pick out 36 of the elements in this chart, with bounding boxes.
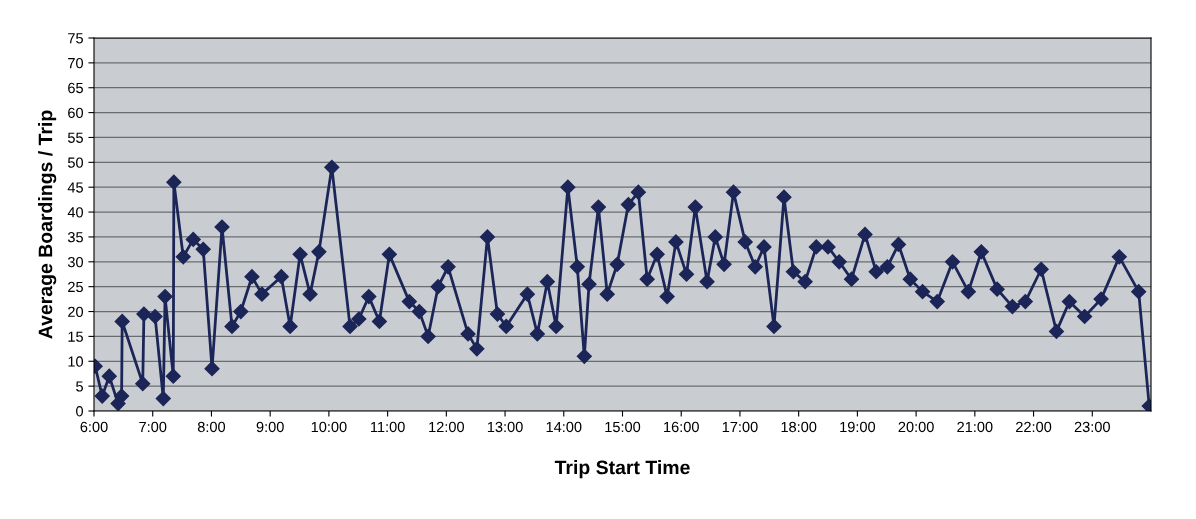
y-tick-label: 75 xyxy=(68,33,83,44)
x-tick-label: 14:00 xyxy=(546,421,582,433)
y-tick-label: 30 xyxy=(67,256,84,268)
y-tick-label: 50 xyxy=(67,157,84,168)
y-tick-label: 5 xyxy=(76,381,83,392)
y-tick-label: 25 xyxy=(68,281,83,293)
x-tick-label: 20:00 xyxy=(898,421,934,433)
y-tick-label: 20 xyxy=(68,306,84,317)
y-tick-label: 65 xyxy=(68,82,83,94)
y-tick-label: 70 xyxy=(68,57,84,69)
y-axis-title: Average Boardings / Trip xyxy=(38,110,57,339)
x-tick-label: 9:00 xyxy=(256,421,284,433)
x-tick-label: 16:00 xyxy=(664,421,699,433)
x-tick-label: 18:00 xyxy=(781,421,817,433)
x-tick-label: 7:00 xyxy=(139,421,167,433)
x-tick-label: 11:00 xyxy=(371,421,405,433)
x-tick-label: 15:00 xyxy=(605,421,641,433)
y-tick-label: 10 xyxy=(68,356,84,367)
y-tick-label: 15 xyxy=(68,331,83,342)
x-tick-label: 10:00 xyxy=(311,421,347,433)
x-axis-title: Trip Start Time xyxy=(554,460,690,479)
x-tick-label: 22:00 xyxy=(1016,421,1052,433)
y-tick-label: 45 xyxy=(67,182,83,193)
x-tick-label: 6:00 xyxy=(80,421,108,433)
y-tick-label: 0 xyxy=(76,406,84,417)
x-tick-label: 17:00 xyxy=(722,421,758,433)
y-tick-label: 60 xyxy=(68,107,84,119)
x-tick-label: 8:00 xyxy=(197,421,226,433)
y-tick-label: 40 xyxy=(67,207,84,218)
x-tick-label: 23:00 xyxy=(1074,421,1110,433)
x-tick-label: 13:00 xyxy=(487,421,523,433)
y-tick-label: 55 xyxy=(67,132,83,143)
y-tick-label: 35 xyxy=(67,232,83,243)
x-tick-label: 21:00 xyxy=(957,421,993,433)
x-tick-label: 19:00 xyxy=(840,421,876,433)
x-tick-label: 12:00 xyxy=(429,421,465,433)
